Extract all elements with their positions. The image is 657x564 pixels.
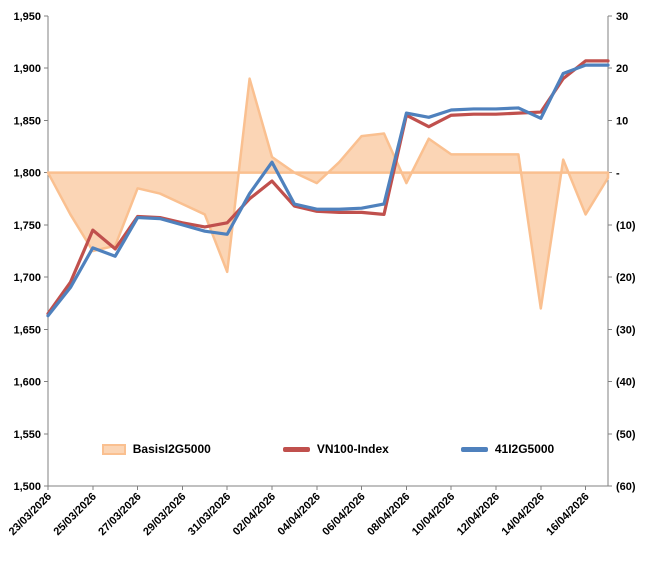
vn100-line-swatch-icon: [282, 446, 310, 452]
basis-area-swatch-icon: [101, 443, 126, 455]
svg-text:1,650: 1,650: [13, 324, 41, 336]
y-axis-right-labels: 30 20 10 - (10) (20) (30) (40) (50) (60): [616, 11, 636, 493]
svg-text:(50): (50): [616, 429, 636, 441]
svg-text:16/04/2026: 16/04/2026: [544, 491, 591, 538]
legend-label-basis: BasisI2G5000: [132, 442, 211, 456]
futures-line-swatch-icon: [460, 446, 488, 452]
svg-text:25/03/2026: 25/03/2026: [52, 491, 99, 538]
svg-text:1,950: 1,950: [13, 11, 41, 23]
svg-text:10/04/2026: 10/04/2026: [410, 491, 457, 538]
svg-text:(10): (10): [616, 220, 636, 232]
svg-text:(60): (60): [616, 481, 636, 493]
svg-text:27/03/2026: 27/03/2026: [96, 491, 143, 538]
svg-text:1,900: 1,900: [13, 63, 41, 75]
svg-text:31/03/2026: 31/03/2026: [186, 491, 233, 538]
svg-text:29/03/2026: 29/03/2026: [141, 491, 188, 538]
legend-item-vn100: VN100-Index: [282, 442, 389, 456]
area-series-basis: [46, 77, 610, 310]
svg-text:(30): (30): [616, 324, 636, 336]
legend-label-vn100: VN100-Index: [316, 442, 389, 456]
svg-text:1,600: 1,600: [13, 377, 41, 389]
svg-text:06/04/2026: 06/04/2026: [320, 491, 367, 538]
legend-item-futures: 41I2G5000: [460, 442, 555, 456]
svg-text:1,550: 1,550: [13, 429, 41, 441]
svg-text:14/04/2026: 14/04/2026: [500, 491, 547, 538]
legend-item-basis: BasisI2G5000: [101, 442, 211, 456]
svg-text:02/04/2026: 02/04/2026: [231, 491, 278, 538]
x-axis-labels: 23/03/202625/03/202627/03/202629/03/2026…: [7, 491, 592, 538]
svg-text:08/04/2026: 08/04/2026: [365, 491, 412, 538]
svg-text:30: 30: [616, 11, 628, 23]
line-series-2: [46, 63, 610, 318]
svg-text:(40): (40): [616, 377, 636, 389]
axes: [44, 15, 612, 490]
svg-text:(20): (20): [616, 272, 636, 284]
chart-legend: BasisI2G5000 VN100-Index 41I2G5000: [48, 442, 608, 456]
svg-text:04/04/2026: 04/04/2026: [276, 491, 323, 538]
svg-text:1,700: 1,700: [13, 272, 41, 284]
legend-label-futures: 41I2G5000: [494, 442, 555, 456]
svg-text:23/03/2026: 23/03/2026: [7, 491, 54, 538]
svg-text:1,750: 1,750: [13, 220, 41, 232]
svg-text:10: 10: [616, 115, 628, 127]
svg-text:20: 20: [616, 63, 628, 75]
svg-text:1,500: 1,500: [13, 481, 41, 493]
svg-text:-: -: [616, 168, 620, 180]
svg-text:1,850: 1,850: [13, 115, 41, 127]
svg-text:12/04/2026: 12/04/2026: [455, 491, 502, 538]
svg-text:1,800: 1,800: [13, 168, 41, 180]
y-axis-left-labels: 1,950 1,900 1,850 1,800 1,750 1,700 1,650 1,600…: [13, 11, 41, 493]
